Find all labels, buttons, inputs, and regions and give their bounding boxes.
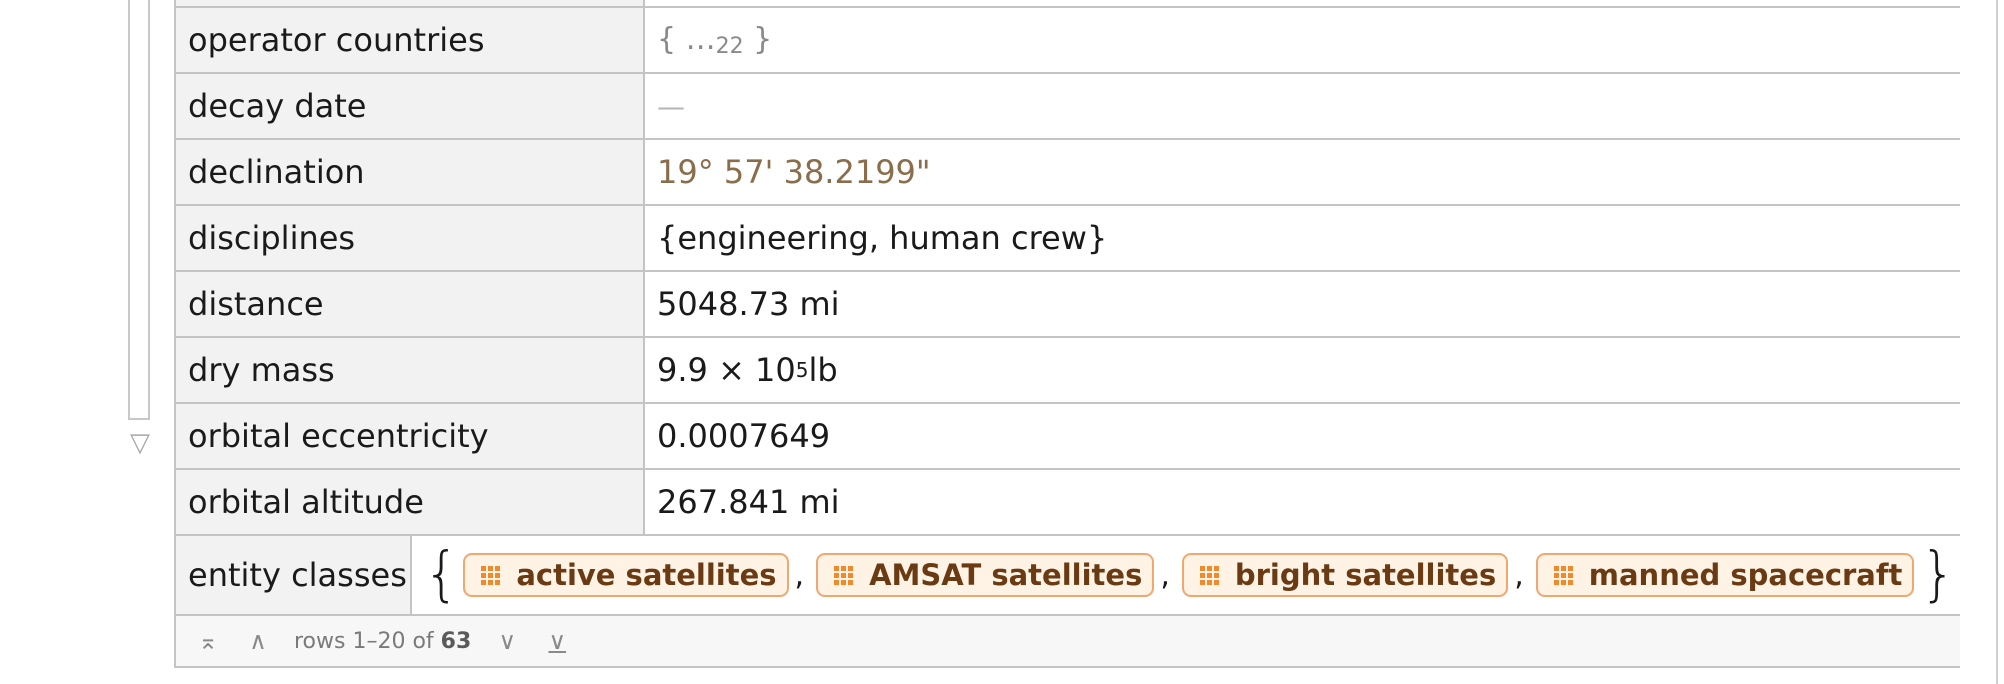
missing-value-dash: —	[657, 89, 685, 123]
cell-bracket[interactable]	[128, 0, 150, 420]
entity-class-chip-active-satellites[interactable]: active satellites	[463, 553, 789, 597]
table-row: declination 19° 57' 38.2199"	[176, 140, 1960, 206]
table-row: orbital altitude 267.841 mi	[176, 470, 1960, 536]
first-page-icon[interactable]: ⌅	[197, 627, 219, 655]
row-value: 9.9 × 10 5 lb	[657, 351, 838, 389]
row-value: —	[645, 74, 1960, 138]
table-row: orbital eccentricity 0.0007649	[176, 404, 1960, 470]
last-page-icon[interactable]: ∨	[548, 627, 567, 655]
entity-class-chip-amsat-satellites[interactable]: AMSAT satellites	[816, 553, 1155, 597]
row-value: {engineering, human crew}	[657, 219, 1108, 257]
table-row: entity classes { active satellites , AMS…	[176, 536, 1960, 616]
table-row: distance 5048.73 mi	[176, 272, 1960, 338]
row-key: operator countries	[176, 8, 645, 72]
table-row: operator countries { …22 }	[176, 8, 1960, 74]
row-key: entity classes	[176, 536, 412, 614]
total-rows: 63	[440, 628, 472, 654]
row-key: decay date	[176, 74, 645, 138]
row-key: declination	[176, 140, 645, 204]
entity-class-icon	[481, 565, 501, 585]
elided-count: 22	[715, 33, 744, 59]
row-key: disciplines	[176, 206, 645, 270]
close-brace: }	[1920, 540, 1956, 609]
previous-row-edge	[176, 0, 1960, 8]
row-value: 267.841 mi	[657, 483, 840, 521]
entity-class-icon	[1553, 565, 1573, 585]
right-rule	[1996, 0, 1998, 684]
row-value: 5048.73 mi	[657, 285, 840, 323]
table-row: disciplines {engineering, human crew}	[176, 206, 1960, 272]
cell-collapse-triangle-icon[interactable]: ▽	[130, 428, 150, 458]
rows-range-label: rows 1–20 of 63	[294, 628, 472, 654]
entity-class-icon	[834, 565, 854, 585]
row-key: dry mass	[176, 338, 645, 402]
table-row: dry mass 9.9 × 10 5 lb	[176, 338, 1960, 404]
entity-class-chip-bright-satellites[interactable]: bright satellites	[1181, 553, 1509, 597]
open-brace: {	[423, 540, 460, 609]
dataset-grid: operator countries { …22 } decay date — …	[174, 0, 1960, 668]
entity-class-chip-manned-spacecraft[interactable]: manned spacecraft	[1535, 553, 1915, 597]
pagination-bar: ⌅ ∧ rows 1–20 of 63 ∨ ∨	[176, 616, 1960, 668]
elided-list[interactable]: { …22 }	[657, 21, 773, 59]
mantissa: 9.9 × 10	[657, 351, 796, 389]
row-value[interactable]: { …22 }	[645, 8, 1960, 72]
table-row: decay date —	[176, 74, 1960, 140]
row-value: { active satellites , AMSAT satellites ,…	[423, 540, 1956, 609]
entity-class-icon	[1199, 565, 1219, 585]
unit: lb	[808, 351, 838, 389]
row-value: 0.0007649	[657, 417, 831, 455]
row-key: orbital altitude	[176, 470, 645, 534]
next-page-icon[interactable]: ∨	[498, 627, 517, 655]
previous-page-icon[interactable]: ∧	[249, 627, 267, 655]
row-key: orbital eccentricity	[176, 404, 645, 468]
row-value: 19° 57' 38.2199"	[657, 153, 931, 191]
row-key: distance	[176, 272, 645, 336]
